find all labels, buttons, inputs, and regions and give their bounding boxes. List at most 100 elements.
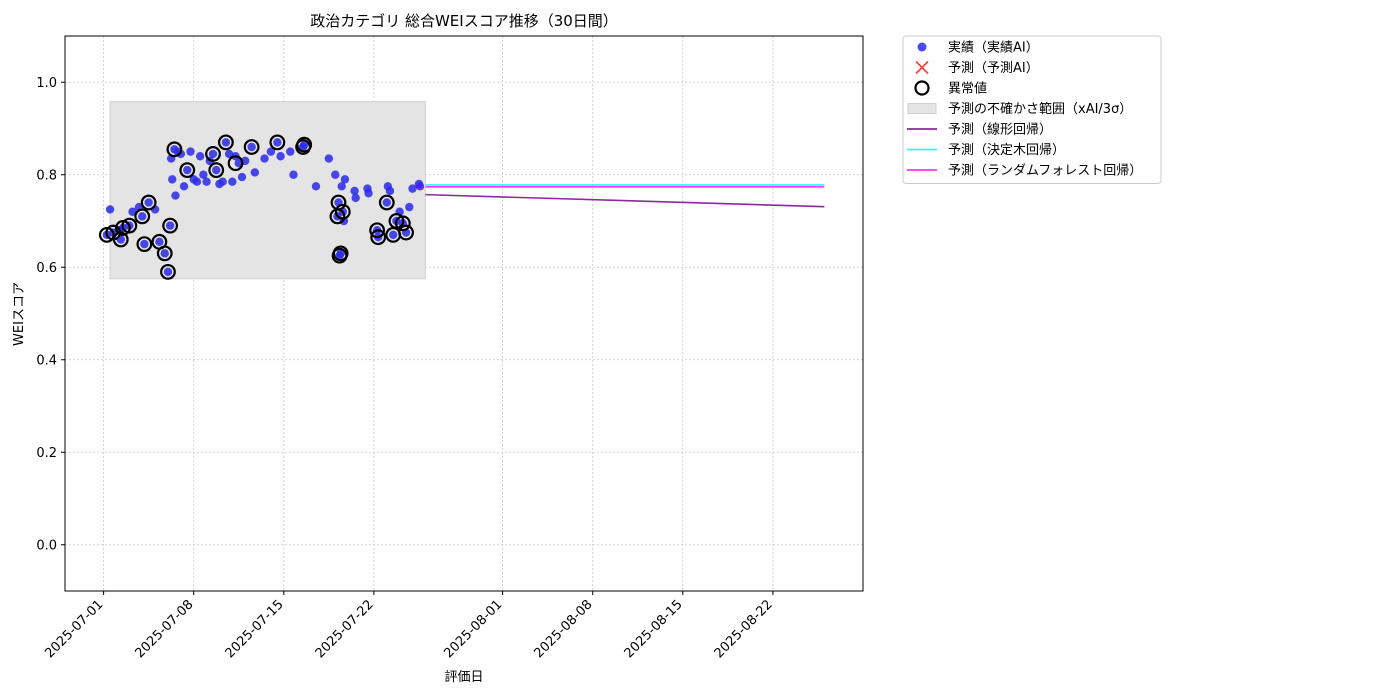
legend-entry: 予測（予測AI） <box>915 60 1039 76</box>
actual-data-point <box>237 172 247 182</box>
anomaly-marker <box>398 224 414 241</box>
x-tick-label: 2025-08-15 <box>622 597 686 661</box>
anomaly-marker <box>112 231 129 248</box>
uncertainty-band-layer <box>109 101 426 280</box>
actual-data-point <box>405 202 414 212</box>
uncertainty-band <box>109 101 426 280</box>
actual-data-point <box>266 147 276 156</box>
x-tick-label: 2025-08-01 <box>441 597 505 661</box>
actual-data-point <box>337 182 346 191</box>
legend-label: 予測の不確かさ範囲（xAI/3σ） <box>948 101 1132 117</box>
actual-data-point <box>350 186 359 196</box>
actual-data-point <box>336 249 345 258</box>
actual-data-point <box>221 138 231 147</box>
anomaly-marker <box>160 263 176 280</box>
actual-data-point <box>250 168 260 177</box>
anomaly-marker <box>330 194 347 211</box>
actual-data-point <box>286 147 295 156</box>
actual-data-point <box>234 158 243 168</box>
legend-entry: 予測（ランダムフォレスト回帰） <box>907 163 1142 179</box>
actual-data-point <box>186 147 195 156</box>
legend-label: 予測（ランダムフォレスト回帰） <box>948 163 1142 179</box>
anomaly-marker <box>121 217 138 234</box>
anomaly-marker <box>296 136 313 153</box>
anomaly-marker <box>370 229 387 246</box>
actual-data-point <box>415 182 425 191</box>
x-tick-label: 2025-07-08 <box>133 597 197 661</box>
x-axis-ticks: 2025-07-01 2025-07-08 2025-07-15 2025-07-22… <box>42 591 776 661</box>
anomaly-marker <box>208 162 225 179</box>
anomaly-marker <box>156 245 173 262</box>
legend-swatch-point <box>917 42 927 52</box>
anomaly-marker <box>334 203 351 220</box>
actual-data-point <box>202 177 211 186</box>
y-tick-label: 0.8 <box>36 168 57 183</box>
actual-data-point <box>176 149 186 159</box>
actual-data-point <box>155 237 164 247</box>
x-tick-label: 2025-07-01 <box>42 597 106 661</box>
anomaly-marker <box>394 215 411 232</box>
legend-swatch-x <box>915 60 929 75</box>
legend-label: 予測（線形回帰） <box>948 122 1052 138</box>
anomaly-marker <box>179 162 196 179</box>
actual-data-point <box>165 221 175 230</box>
forecast-lines-layer <box>425 184 825 208</box>
legend-swatch-band <box>907 103 937 114</box>
actual-data-point <box>276 152 285 161</box>
actual-data-point <box>311 182 321 191</box>
forecast-line <box>425 193 825 208</box>
actual-data-point <box>183 165 192 175</box>
y-tick-label: 0.0 <box>36 538 57 553</box>
actual-data-point <box>199 170 208 179</box>
anomaly-marker <box>162 217 179 234</box>
actual-data-point <box>273 138 282 147</box>
anomaly-marker <box>140 194 157 211</box>
actual-data-point <box>192 177 202 186</box>
actual-data-point <box>351 193 360 203</box>
actual-data-point <box>224 149 234 159</box>
x-tick-label: 2025-08-22 <box>712 597 776 661</box>
anomaly-marker <box>378 194 395 211</box>
anomaly-markers-layer <box>98 134 414 280</box>
legend-frame <box>902 35 1162 184</box>
legend-label: 異常値 <box>948 81 987 97</box>
x-tick-label: 2025-07-15 <box>223 597 287 661</box>
actual-data-point <box>163 267 173 277</box>
actual-data-point <box>382 198 391 207</box>
anomaly-marker <box>269 134 286 151</box>
actual-data-point <box>260 154 269 163</box>
anomaly-marker <box>134 208 151 225</box>
y-tick-label: 0.6 <box>36 261 57 276</box>
actual-data-point <box>160 249 169 258</box>
actual-data-point <box>195 152 205 161</box>
x-tick-label: 2025-08-08 <box>532 597 596 661</box>
anomaly-marker <box>205 146 221 162</box>
actual-data-point <box>171 191 180 200</box>
anomaly-marker <box>369 222 386 239</box>
legend-entry: 予測（線形回帰） <box>907 122 1052 138</box>
actual-data-point <box>208 149 218 159</box>
plot-area-frame <box>64 35 864 592</box>
anomaly-marker <box>332 245 349 262</box>
anomaly-marker <box>243 139 260 155</box>
legend-swatch-ring <box>914 80 930 96</box>
actual-data-point <box>144 198 153 207</box>
x-axis-label: 評価日 <box>444 670 483 685</box>
legend-label: 実績（実績AI） <box>948 40 1039 56</box>
y-axis-label: WEIスコア <box>12 282 27 346</box>
actual-data-point <box>389 230 398 240</box>
chart-title: 政治カテゴリ 総合WEIスコア推移（30日間） <box>310 12 618 30</box>
actual-data-point <box>340 175 350 184</box>
actual-data-point <box>408 184 417 193</box>
legend-entry: 実績（実績AI） <box>917 40 1039 56</box>
actual-data-point <box>228 177 237 186</box>
actual-data-point <box>138 212 147 221</box>
y-tick-label: 1.0 <box>36 76 57 91</box>
actual-data-point <box>364 189 373 198</box>
anomaly-marker <box>136 236 153 253</box>
actual-data-point <box>324 154 334 163</box>
legend-label: 予測（予測AI） <box>948 61 1039 76</box>
